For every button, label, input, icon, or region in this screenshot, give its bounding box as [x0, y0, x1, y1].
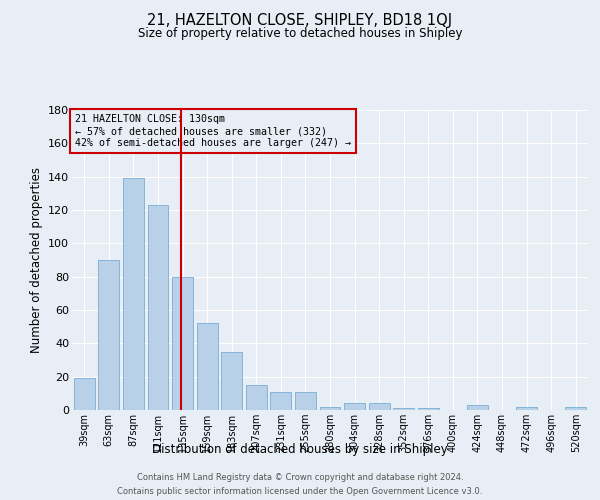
Bar — [516, 406, 537, 410]
Bar — [74, 378, 95, 410]
Bar — [123, 178, 144, 410]
Bar — [98, 260, 119, 410]
Bar — [246, 385, 267, 410]
Bar — [271, 392, 292, 410]
Text: 21, HAZELTON CLOSE, SHIPLEY, BD18 1QJ: 21, HAZELTON CLOSE, SHIPLEY, BD18 1QJ — [148, 12, 452, 28]
Bar — [320, 406, 340, 410]
Bar — [418, 408, 439, 410]
Y-axis label: Number of detached properties: Number of detached properties — [29, 167, 43, 353]
Bar — [393, 408, 414, 410]
Text: 21 HAZELTON CLOSE: 130sqm
← 57% of detached houses are smaller (332)
42% of semi: 21 HAZELTON CLOSE: 130sqm ← 57% of detac… — [74, 114, 350, 148]
Bar — [344, 404, 365, 410]
Text: Distribution of detached houses by size in Shipley: Distribution of detached houses by size … — [152, 442, 448, 456]
Bar — [467, 405, 488, 410]
Text: Size of property relative to detached houses in Shipley: Size of property relative to detached ho… — [138, 28, 462, 40]
Text: Contains HM Land Registry data © Crown copyright and database right 2024.: Contains HM Land Registry data © Crown c… — [137, 472, 463, 482]
Bar — [295, 392, 316, 410]
Bar — [148, 205, 169, 410]
Bar — [368, 404, 389, 410]
Bar — [197, 324, 218, 410]
Bar — [221, 352, 242, 410]
Text: Contains public sector information licensed under the Open Government Licence v3: Contains public sector information licen… — [118, 488, 482, 496]
Bar — [565, 406, 586, 410]
Bar — [172, 276, 193, 410]
